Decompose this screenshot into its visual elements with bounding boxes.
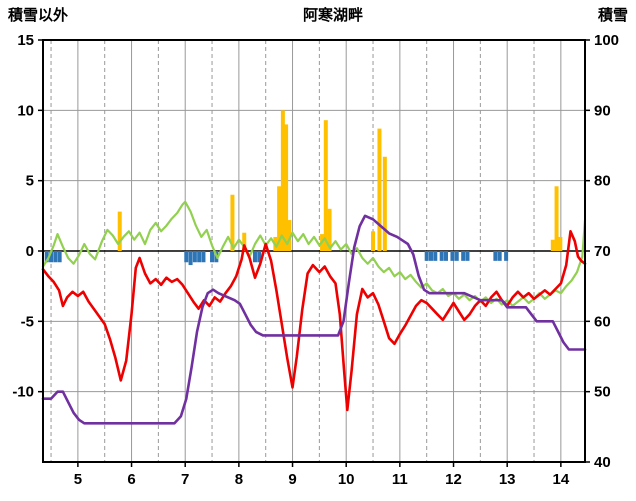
svg-text:50: 50 <box>594 384 611 401</box>
svg-text:40: 40 <box>594 454 611 471</box>
svg-text:100: 100 <box>594 32 619 49</box>
chart-header: 積雪以外 阿寒湖畔 積雪 <box>0 4 636 25</box>
purple-line <box>41 214 587 425</box>
x-axis-labels: 5 6 7 8 9 10 11 12 13 14 <box>74 462 570 488</box>
svg-text:8: 8 <box>235 471 243 488</box>
svg-text:5: 5 <box>74 471 82 488</box>
svg-text:13: 13 <box>499 471 516 488</box>
svg-text:9: 9 <box>288 471 296 488</box>
orange-bars <box>117 110 563 252</box>
svg-text:10: 10 <box>17 102 34 119</box>
svg-text:15: 15 <box>17 32 34 49</box>
svg-text:-10: -10 <box>12 384 34 401</box>
svg-text:70: 70 <box>594 243 611 260</box>
svg-text:14: 14 <box>553 471 570 488</box>
svg-text:6: 6 <box>127 471 135 488</box>
right-axis-title: 積雪 <box>597 7 628 24</box>
svg-text:0: 0 <box>26 243 34 260</box>
svg-text:60: 60 <box>594 313 611 330</box>
blue-bars <box>44 251 509 266</box>
svg-text:12: 12 <box>445 471 462 488</box>
svg-text:-5: -5 <box>21 313 34 330</box>
green-line <box>41 200 587 307</box>
chart-title: 阿寒湖畔 <box>302 7 363 24</box>
left-axis-labels: 15 10 5 0 -5 -10 <box>12 32 43 401</box>
gridlines <box>43 40 585 462</box>
svg-text:90: 90 <box>594 102 611 119</box>
svg-text:10: 10 <box>338 471 355 488</box>
left-axis-title: 積雪以外 <box>8 7 69 24</box>
svg-text:80: 80 <box>594 173 611 190</box>
red-line <box>41 230 587 412</box>
right-axis-labels: 100 90 80 70 60 50 40 <box>585 32 619 471</box>
svg-text:5: 5 <box>26 173 34 190</box>
svg-text:11: 11 <box>392 471 408 488</box>
svg-text:7: 7 <box>181 471 189 488</box>
